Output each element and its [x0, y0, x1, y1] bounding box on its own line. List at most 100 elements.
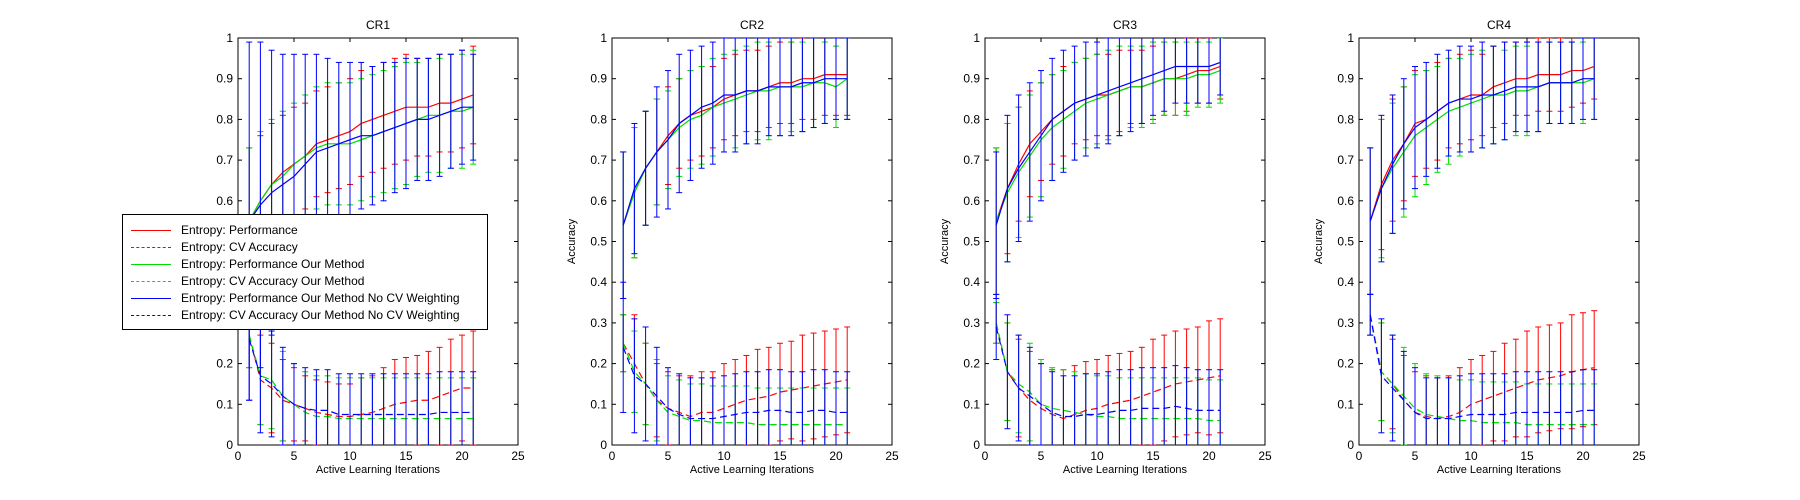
series-5	[1367, 38, 1598, 295]
x-tick-label: 15	[1146, 449, 1160, 463]
y-tick-label: 0.2	[1337, 357, 1354, 371]
x-tick-label: 5	[291, 449, 298, 463]
series-6	[246, 277, 477, 445]
panel-2: 00.10.20.30.40.50.60.70.80.910 5 10 15 20 25C…	[566, 18, 899, 476]
y-tick-label: 0.3	[590, 316, 607, 330]
y-tick-label: 0.6	[216, 194, 233, 208]
series-5	[993, 38, 1224, 299]
panel-3: 00.10.20.30.40.50.60.70.80.910 5 10 15 20 25C…	[939, 18, 1272, 476]
series-6	[1367, 293, 1598, 445]
y-tick-label: 0.3	[1337, 316, 1354, 330]
series-line	[622, 343, 848, 426]
series-line	[995, 61, 1221, 226]
plot-area	[620, 38, 851, 445]
series-line	[622, 347, 848, 420]
legend-swatch	[131, 263, 171, 265]
x-tick-label: 5	[1412, 449, 1419, 463]
y-tick-label: 0.5	[590, 235, 607, 249]
x-tick-label: 25	[1258, 449, 1272, 463]
x-tick-label: 10	[717, 449, 731, 463]
x-axis-label: Active Learning Iterations	[1063, 464, 1188, 476]
series-line	[1369, 78, 1595, 222]
legend-entry: Entropy: Performance Our Method	[131, 255, 364, 273]
y-tick-label: 0	[973, 438, 980, 452]
panel-4: 00.10.20.30.40.50.60.70.80.910 5 10 15 20 25C…	[1313, 18, 1646, 476]
y-tick-label: 1	[1347, 31, 1354, 45]
y-tick-label: 0.7	[963, 153, 980, 167]
x-tick-label: 0	[1356, 449, 1363, 463]
y-tick-label: 0.9	[216, 72, 233, 86]
y-tick-label: 0.8	[216, 112, 233, 126]
chart-title: CR3	[1113, 18, 1137, 32]
x-tick-label: 15	[1520, 449, 1534, 463]
y-tick-label: 0.6	[590, 194, 607, 208]
y-tick-label: 0.6	[1337, 194, 1354, 208]
series-line	[1369, 314, 1595, 420]
chart-title: CR1	[366, 18, 390, 32]
legend-entry: Entropy: CV Accuracy Our Method	[131, 272, 364, 290]
y-tick-label: 0.7	[216, 153, 233, 167]
x-tick-label: 10	[343, 449, 357, 463]
legend-entry: Entropy: Performance	[131, 221, 298, 239]
chart-title: CR2	[740, 18, 764, 32]
legend-swatch	[131, 246, 171, 248]
x-tick-label: 20	[1202, 449, 1216, 463]
x-tick-label: 15	[399, 449, 413, 463]
chart-title: CR4	[1487, 18, 1511, 32]
y-tick-label: 0.8	[590, 112, 607, 126]
x-tick-label: 15	[773, 449, 787, 463]
y-tick-label: 0.9	[963, 72, 980, 86]
x-tick-label: 10	[1090, 449, 1104, 463]
legend-label: Entropy: CV Accuracy Our Method No CV We…	[181, 308, 460, 322]
y-tick-label: 0.2	[590, 357, 607, 371]
x-axis-label: Active Learning Iterations	[1437, 464, 1562, 476]
series-5	[246, 41, 477, 401]
x-tick-label: 10	[1464, 449, 1478, 463]
x-tick-label: 5	[665, 449, 672, 463]
x-axis-label: Active Learning Iterations	[316, 464, 441, 476]
plot-area	[246, 41, 477, 445]
y-tick-label: 1	[973, 31, 980, 45]
series-6	[620, 281, 851, 445]
y-tick-label: 0.2	[963, 357, 980, 371]
legend-entry: Entropy: CV Accuracy	[131, 238, 298, 256]
y-tick-label: 0.9	[1337, 72, 1354, 86]
legend-label: Entropy: Performance Our Method	[181, 257, 365, 271]
series-line	[622, 342, 848, 418]
x-tick-label: 25	[511, 449, 525, 463]
panel-1: 00.10.20.30.40.50.60.70.80.910510152025C…	[216, 18, 525, 476]
y-axis-label: Accuracy	[566, 218, 578, 264]
plot-area	[993, 38, 1224, 445]
y-tick-label: 0.4	[963, 275, 980, 289]
legend-label: Entropy: CV Accuracy	[181, 240, 298, 254]
x-tick-label: 0	[982, 449, 989, 463]
y-tick-label: 0	[1347, 438, 1354, 452]
x-tick-label: 20	[455, 449, 469, 463]
x-tick-label: 20	[1576, 449, 1590, 463]
y-tick-label: 0.2	[216, 357, 233, 371]
y-tick-label: 0.7	[1337, 153, 1354, 167]
legend-entry: Entropy: CV Accuracy Our Method No CV We…	[131, 306, 460, 324]
y-tick-label: 0.7	[590, 153, 607, 167]
plot-area	[1367, 38, 1598, 445]
x-tick-label: 5	[1038, 449, 1045, 463]
x-axis-label: Active Learning Iterations	[690, 464, 815, 476]
y-tick-label: 0.5	[963, 235, 980, 249]
series-line	[248, 339, 474, 416]
y-axis-label: Accuracy	[1313, 218, 1325, 264]
y-tick-label: 0	[600, 438, 607, 452]
x-tick-label: 25	[885, 449, 899, 463]
y-tick-label: 0.5	[1337, 235, 1354, 249]
x-tick-label: 25	[1632, 449, 1646, 463]
y-tick-label: 0.9	[590, 72, 607, 86]
y-tick-label: 0	[226, 438, 233, 452]
legend-entry: Entropy: Performance Our Method No CV We…	[131, 289, 460, 307]
y-axis-label: Accuracy	[939, 218, 951, 264]
y-tick-label: 0.8	[1337, 112, 1354, 126]
y-tick-label: 0.3	[963, 316, 980, 330]
y-tick-label: 0.4	[590, 275, 607, 289]
legend-swatch	[131, 314, 171, 316]
y-tick-label: 0.1	[590, 397, 607, 411]
y-tick-label: 0.6	[963, 194, 980, 208]
